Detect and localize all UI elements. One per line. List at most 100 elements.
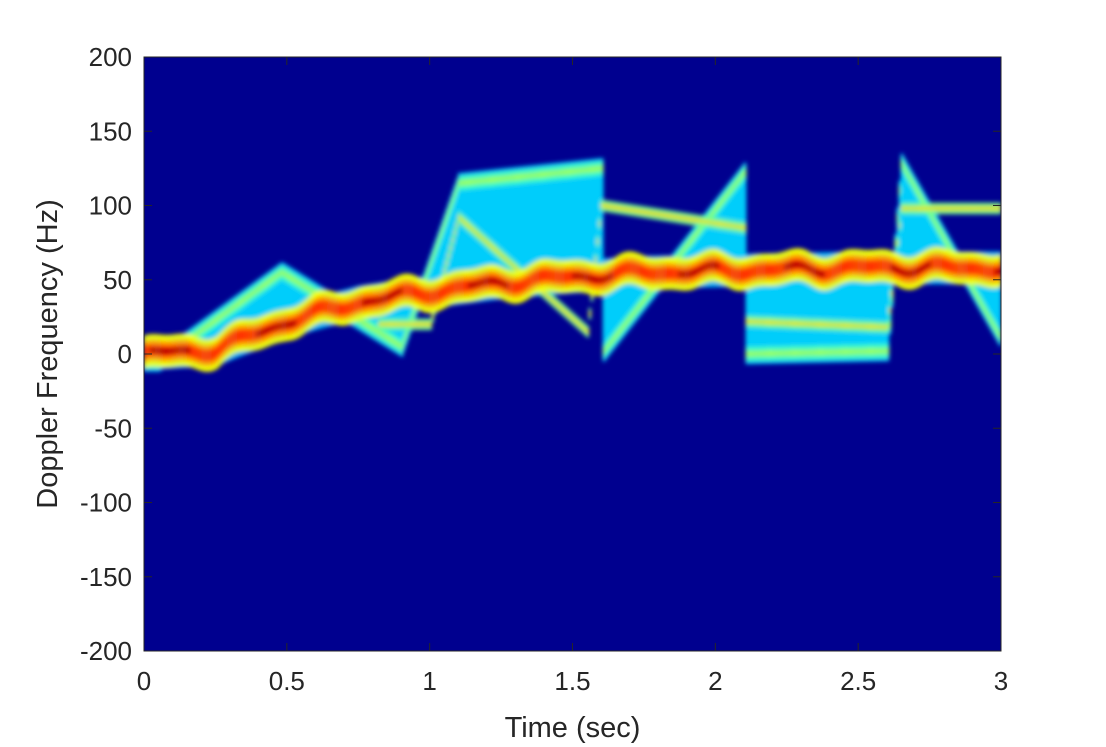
spectrogram-cell xyxy=(739,268,743,281)
spectrogram-cell xyxy=(916,189,920,196)
spectrogram-cell xyxy=(212,348,216,360)
spectrogram-cell xyxy=(882,348,886,355)
spectrogram-cell xyxy=(710,220,714,225)
spectrogram-cell xyxy=(857,259,861,272)
spectrogram-cell xyxy=(157,347,161,354)
spectrogram-cell xyxy=(461,218,465,224)
spectrogram-cell xyxy=(578,322,582,327)
spectrogram-cell xyxy=(355,299,359,311)
spectrogram-cell xyxy=(849,259,853,355)
spectrogram-cell xyxy=(839,262,843,275)
spectrogram-cell xyxy=(421,322,424,327)
spectrogram-cell xyxy=(459,280,463,293)
spectrogram-cell xyxy=(823,259,826,356)
spectrogram-cell xyxy=(900,160,904,167)
spectrogram-cell xyxy=(563,270,567,283)
spectrogram-cell xyxy=(251,328,255,341)
spectrogram-cell xyxy=(290,275,294,330)
spectrogram-cell xyxy=(176,347,180,354)
spectrogram-cell xyxy=(763,319,767,325)
spectrogram-cell xyxy=(290,321,294,328)
spectrogram-cell xyxy=(702,221,706,281)
spectrogram-cell xyxy=(821,271,824,278)
spectrogram-cell xyxy=(861,348,865,355)
spectrogram-cell xyxy=(580,167,584,174)
spectrogram-cell xyxy=(274,324,278,331)
spectrogram-cell xyxy=(417,287,420,300)
spectrogram-cell xyxy=(806,349,810,356)
spectrogram-cell xyxy=(686,271,690,278)
spectrogram-cell xyxy=(339,303,343,316)
spectrogram-cell xyxy=(961,206,965,211)
spectrogram-cell xyxy=(910,178,914,277)
spectrogram-cell xyxy=(933,206,937,211)
spectrogram-cell xyxy=(847,259,851,272)
spectrogram-cell xyxy=(463,280,467,292)
spectrogram-cell xyxy=(851,323,855,329)
spectrogram-cell xyxy=(555,302,559,307)
spectrogram-cell xyxy=(939,228,943,235)
spectrogram-cell xyxy=(767,263,771,276)
spectrogram-cell xyxy=(627,207,631,212)
spectrogram-cell xyxy=(906,206,910,211)
spectrogram-cell xyxy=(461,179,465,297)
spectrogram-cell xyxy=(229,306,233,313)
spectrogram-cell xyxy=(825,259,828,356)
spectrogram-cell xyxy=(800,349,804,356)
spectrogram-cell xyxy=(549,269,553,282)
spectrogram-cell xyxy=(694,268,698,275)
spectrogram-cell xyxy=(949,206,953,211)
spectrogram-cell xyxy=(888,258,892,328)
spectrogram-cell xyxy=(331,301,335,314)
spectrogram-cell xyxy=(908,175,912,182)
spectrogram-cell xyxy=(272,275,275,282)
spectrogram-cell xyxy=(457,180,461,187)
spectrogram-cell xyxy=(447,283,451,296)
spectrogram-cell xyxy=(629,207,633,213)
spectrogram-cell xyxy=(594,276,598,283)
spectrogram-cell xyxy=(802,349,806,356)
spectrogram-cell xyxy=(570,168,573,286)
spectrogram-cell xyxy=(823,322,826,327)
spectrogram-cell xyxy=(863,258,867,355)
spectrogram-cell xyxy=(406,322,410,327)
spectrogram-cell xyxy=(602,276,606,283)
spectrogram-cell xyxy=(802,262,806,269)
spectrogram-cell xyxy=(908,270,912,277)
spectrogram-cell xyxy=(633,264,637,316)
spectrogram-cell xyxy=(886,258,890,354)
spectrogram-cell xyxy=(700,224,704,281)
spectrogram-cell xyxy=(641,209,645,215)
spectrogram-cell xyxy=(759,260,763,357)
spectrogram-cell xyxy=(459,180,463,297)
spectrogram-cell xyxy=(841,323,845,328)
spectrogram-cell xyxy=(215,347,218,359)
spectrogram-cell xyxy=(641,299,645,306)
spectrogram-cell xyxy=(859,348,863,355)
spectrogram-cell xyxy=(596,239,600,244)
spectrogram-cell xyxy=(386,288,390,341)
spectrogram-cell xyxy=(286,272,290,279)
spectrogram-cell xyxy=(843,348,847,355)
spectrogram-cell xyxy=(465,279,469,292)
spectrogram-cell xyxy=(300,313,304,325)
spectrogram-cell xyxy=(700,265,704,272)
spectrogram-cell xyxy=(827,267,830,280)
spectrogram-cell xyxy=(684,271,688,278)
spectrogram-cell xyxy=(939,206,943,211)
spectrogram-cell xyxy=(400,322,404,327)
spectrogram-cell xyxy=(663,213,667,218)
spectrogram-cell xyxy=(561,169,565,287)
spectrogram-cell xyxy=(757,319,761,325)
spectrogram-cell xyxy=(780,262,784,275)
spectrogram-cell xyxy=(825,322,828,327)
spectrogram-cell xyxy=(282,270,286,332)
spectrogram-cell xyxy=(504,282,508,289)
spectrogram-cell xyxy=(255,287,259,294)
spectrogram-cell xyxy=(619,327,622,334)
spectrogram-cell xyxy=(276,272,280,279)
spectrogram-cell xyxy=(774,263,777,276)
spectrogram-cell xyxy=(676,267,680,280)
spectrogram-cell xyxy=(455,186,459,298)
